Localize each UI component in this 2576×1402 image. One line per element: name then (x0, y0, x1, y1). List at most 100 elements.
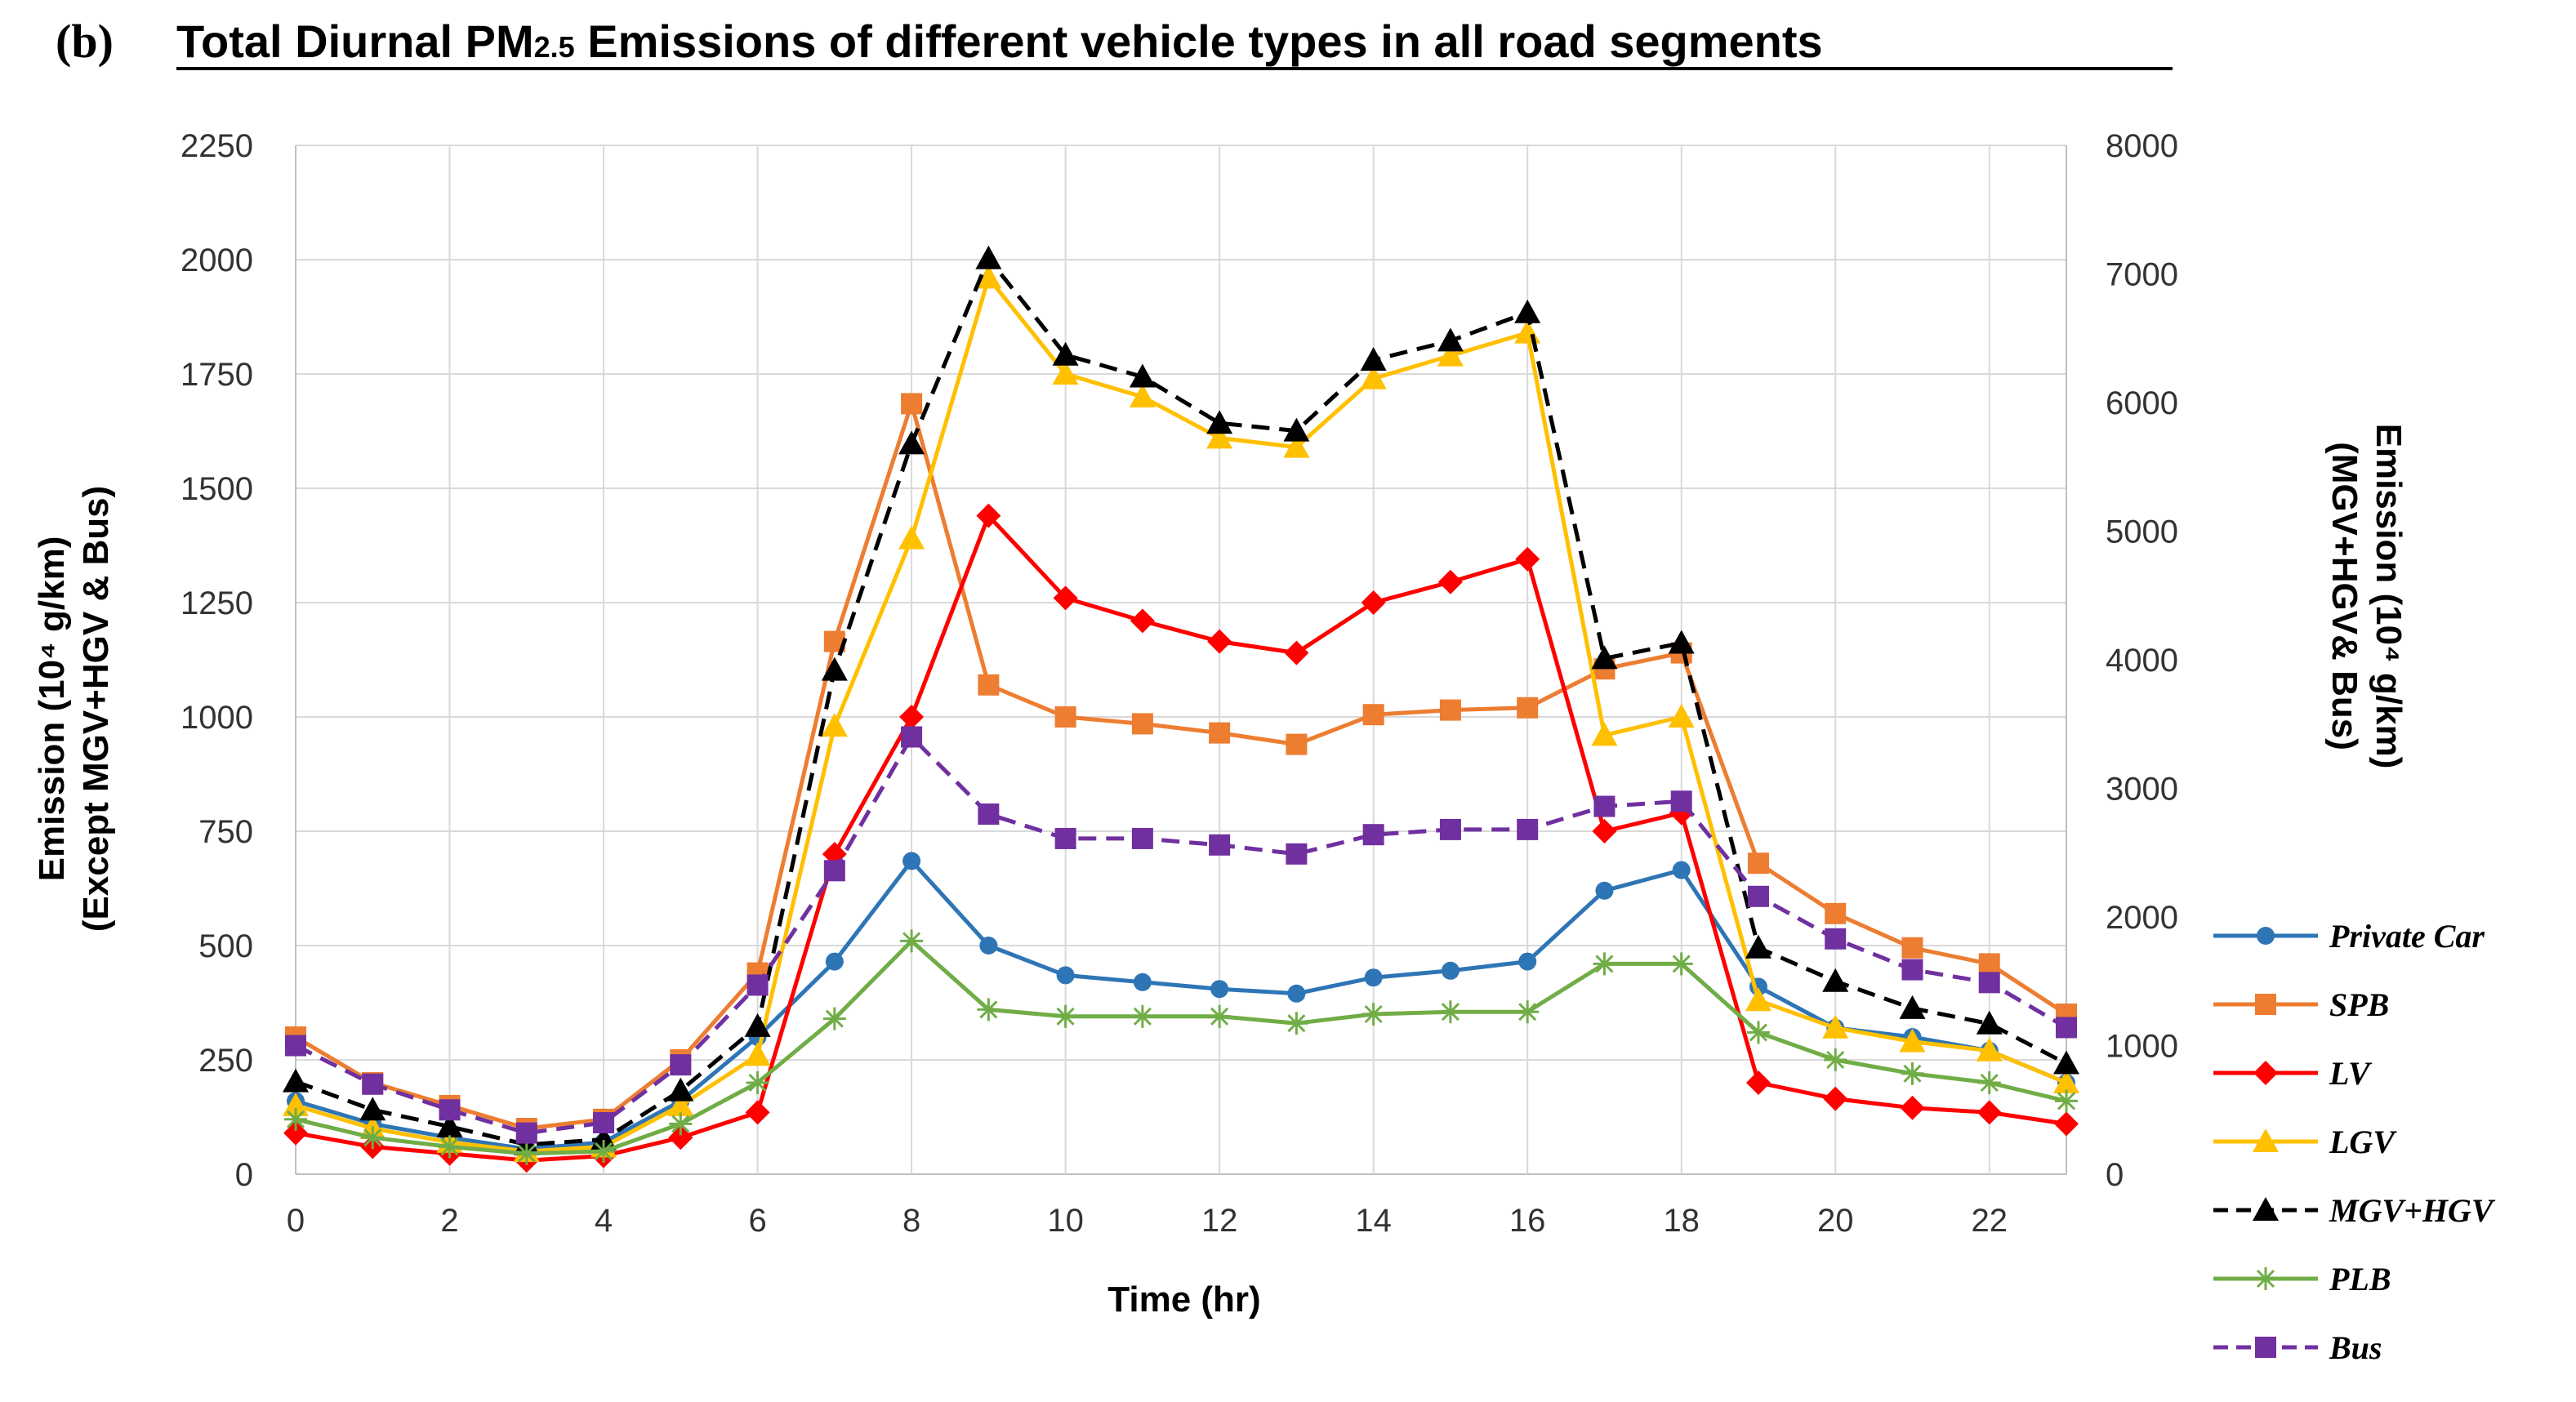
data-point-bus (515, 1122, 537, 1144)
y-right-tick-label: 3000 (2106, 772, 2178, 808)
data-point-private-car (1441, 961, 1460, 980)
data-point-lgv (1745, 987, 1772, 1012)
y-right-tick-label: 8000 (2106, 128, 2178, 164)
data-point-bus (1825, 928, 1847, 950)
star-stroke (440, 1137, 459, 1156)
y-axis-right-title: Emission (10⁴ g/km) (MGV+HGV& Bus) (2324, 424, 2409, 769)
y-left-tick-label: 2000 (180, 243, 253, 278)
x-axis-title: Time (hr) (1108, 1280, 1260, 1320)
series-spb (285, 393, 2077, 1139)
series-line-bus (294, 735, 2068, 1136)
data-point-lgv (821, 713, 848, 737)
series-lv (283, 503, 2079, 1173)
data-point-spb (1286, 733, 1308, 755)
data-point-bus (978, 803, 1000, 825)
y-right-tick-label: 2000 (2106, 900, 2178, 936)
star-stroke (1287, 1014, 1306, 1033)
data-point-bus (593, 1112, 615, 1133)
data-point-plb (669, 1112, 693, 1136)
series-plb (284, 929, 2078, 1165)
data-point-mgv-hgv (2053, 1050, 2079, 1075)
y-right-tick-label: 6000 (2106, 385, 2178, 421)
data-point-bus (1670, 790, 1692, 812)
x-tick-label: 4 (595, 1203, 613, 1239)
data-point-lgv (1899, 1028, 1926, 1053)
data-point-bus (1054, 827, 1076, 849)
data-point-lgv (898, 525, 925, 550)
y-left-tick-label: 750 (198, 814, 253, 850)
data-point-lv (1977, 1100, 2002, 1125)
data-point-mgv-hgv (975, 245, 1002, 269)
data-point-plb (1285, 1012, 1308, 1035)
data-point-bus (1517, 818, 1539, 840)
data-point-plb (746, 1071, 769, 1094)
star-stroke (2057, 1092, 2076, 1110)
data-point-plb (1438, 1000, 1462, 1024)
data-point-lv (1053, 585, 1078, 611)
star-stroke (363, 1128, 382, 1147)
data-point-private-car (979, 937, 998, 955)
x-tick-label: 6 (748, 1203, 766, 1239)
data-point-lv (1207, 629, 1232, 654)
data-point-plb (1977, 1071, 2001, 1094)
star-stroke (2256, 1269, 2275, 1289)
data-point-mgv-hgv (436, 1113, 463, 1137)
data-point-lgv (1591, 722, 1618, 746)
data-point-plb (1516, 1000, 1540, 1024)
star-stroke (1595, 955, 1614, 973)
data-point-lgv (975, 265, 1002, 289)
data-point-bus (1978, 972, 2000, 994)
series-line-plb (295, 938, 2067, 1156)
legend-marker-mgv-hgv (2253, 1197, 2279, 1221)
y-right-tick-label: 1000 (2106, 1029, 2178, 1065)
legend-label-spb: SPB (2329, 986, 2389, 1023)
chart-title-subscript: 2.5 (534, 30, 575, 64)
star-stroke (748, 1073, 767, 1093)
data-point-bus (439, 1099, 461, 1121)
legend-label-lv: LV (2329, 1055, 2373, 1092)
x-tick-label: 22 (1971, 1203, 2008, 1239)
series-bus (285, 726, 2077, 1144)
data-point-mgv-hgv (1437, 327, 1464, 352)
star-stroke (1210, 1007, 1229, 1026)
star-stroke (286, 1110, 305, 1128)
data-point-mgv-hgv (898, 430, 925, 455)
data-point-plb (1669, 952, 1693, 976)
data-point-bus (1362, 824, 1384, 846)
data-point-lv (1900, 1095, 1925, 1120)
star-stroke (671, 1115, 690, 1133)
data-point-bus (285, 1035, 306, 1057)
star-stroke (1518, 1003, 1537, 1021)
data-point-mgv-hgv (1591, 645, 1618, 670)
y-right-tick-label: 7000 (2106, 257, 2178, 293)
y-left-tick-label: 1500 (180, 471, 253, 507)
star-stroke (1749, 1023, 1768, 1042)
data-point-private-car (1364, 968, 1383, 987)
series-line-spb (294, 401, 2068, 1131)
legend-label-mgv-hgv: MGV+HGV (2329, 1192, 2496, 1229)
star-stroke (1133, 1007, 1152, 1026)
y-left-tick-label: 2250 (180, 128, 253, 164)
legend-label-lgv: LGV (2329, 1124, 2397, 1160)
star-stroke (979, 1000, 998, 1019)
y-left-tick-label: 1750 (180, 357, 253, 393)
chart-title: Total Diurnal PM2.5 Emissions of differe… (176, 16, 1823, 67)
data-point-plb (1824, 1048, 1847, 1071)
legend-marker-spb (2255, 994, 2276, 1015)
data-point-mgv-hgv (1206, 410, 1233, 434)
legend-label-bus: Bus (2329, 1329, 2382, 1366)
data-point-private-car (1672, 861, 1691, 879)
data-point-lgv (744, 1042, 771, 1066)
y-left-tick-label: 250 (198, 1043, 253, 1079)
data-point-spb (1439, 699, 1461, 721)
data-point-private-car (825, 952, 844, 971)
legend-marker-private-car (2257, 927, 2275, 945)
data-point-bus (823, 860, 845, 882)
data-point-lgv (1360, 365, 1387, 389)
data-point-lgv (667, 1093, 694, 1116)
x-tick-label: 12 (1201, 1203, 1238, 1239)
data-point-mgv-hgv (283, 1068, 309, 1093)
data-point-plb (822, 1007, 846, 1030)
legend-marker-bus (2255, 1337, 2276, 1358)
